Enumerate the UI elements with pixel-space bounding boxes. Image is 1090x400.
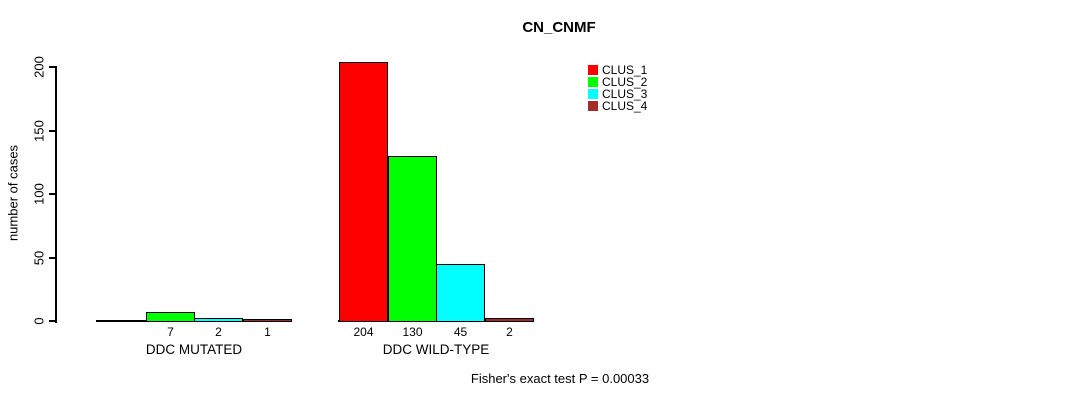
legend-item-clus-3: CLUS_3 [588,87,648,101]
annotation-text: Fisher's exact test P = 0.00033 [470,371,650,386]
y-tick-label-50: 50 [31,250,47,265]
y-tick-label-0: 0 [31,317,47,325]
legend-swatch-clus-2 [588,77,598,87]
legend-label-clus-4: CLUS_4 [602,99,648,113]
value-label-clus-2-ddc-mutated: 7 [167,325,174,339]
bar-clus-3-ddc-mutated [194,318,243,321]
legend-item-clus-2: CLUS_2 [588,75,648,89]
value-label-clus-3-ddc-wild-type: 45 [453,325,468,339]
bar-clus-2-ddc-mutated [146,312,195,321]
bar-clus-4-ddc-wild-type [485,318,534,321]
bar-clus-4-ddc-mutated [243,319,292,321]
chart-title: CN_CNMF [522,19,596,36]
legend-label-clus-2: CLUS_2 [602,75,648,89]
y-tick-mark-150 [49,129,56,132]
legend: CLUS_1 CLUS_2 CLUS_3 CLUS_4 [588,63,648,113]
y-tick-label-200: 200 [31,56,47,78]
legend-swatch-clus-1 [588,65,598,75]
value-label-clus-4-ddc-wild-type: 2 [506,325,513,339]
legend-label-clus-3: CLUS_3 [602,87,648,101]
value-label-clus-1-ddc-wild-type: 204 [353,325,374,339]
y-tick-mark-100 [49,193,56,195]
y-axis-line [55,66,57,323]
group-label-ddc-mutated: DDC MUTATED [145,342,243,357]
legend-swatch-clus-3 [588,89,598,99]
legend-item-clus-4: CLUS_4 [588,99,648,113]
y-tick-mark-0 [49,320,56,322]
legend-swatch-clus-4 [588,101,598,111]
bar-clus-1-ddc-wild-type [339,62,388,321]
value-label-clus-2-ddc-wild-type: 130 [402,325,423,339]
y-tick-label-150: 150 [31,119,47,142]
group-label-ddc-wild-type: DDC WILD-TYPE [382,342,490,357]
y-tick-mark-200 [49,66,56,68]
x-axis-segment-ddc-mutated [96,320,292,322]
legend-label-clus-1: CLUS_1 [602,63,648,77]
y-tick-mark-50 [49,256,56,259]
value-label-clus-4-ddc-mutated: 1 [264,325,271,339]
bar-clus-2-ddc-wild-type [388,156,437,321]
x-axis-segment-ddc-wild-type [338,320,534,322]
y-tick-label-100: 100 [31,183,47,205]
value-label-clus-3-ddc-mutated: 2 [215,325,222,339]
y-axis-label: number of cases [5,144,21,242]
bar-clus-3-ddc-wild-type [436,264,485,321]
legend-item-clus-1: CLUS_1 [588,63,648,77]
